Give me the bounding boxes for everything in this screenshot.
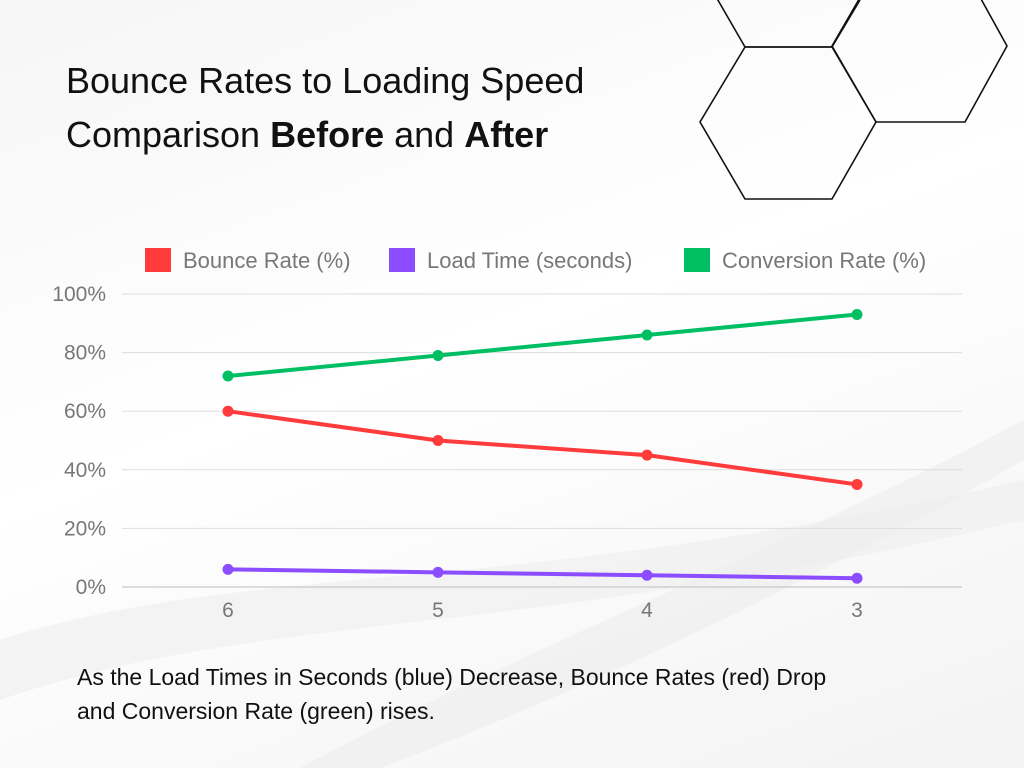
title-after-word: After — [464, 114, 549, 155]
data-point — [432, 350, 444, 362]
title-line-2-mid: and — [384, 114, 465, 155]
legend-swatch — [389, 248, 415, 272]
legend-label: Conversion Rate (%) — [722, 248, 926, 273]
title-line-1: Bounce Rates to Loading Speed — [66, 60, 585, 101]
y-tick-label: 80% — [64, 342, 106, 365]
chart-caption: As the Load Times in Seconds (blue) Decr… — [77, 660, 957, 728]
caption-line-1: As the Load Times in Seconds (blue) Decr… — [77, 664, 827, 690]
caption-line-2: and Conversion Rate (green) rises. — [77, 698, 435, 724]
y-axis-ticks: 0% 20% 40% 60% 80% 100% — [52, 283, 106, 599]
data-point — [641, 449, 653, 461]
hexagon-outline-left — [699, 46, 877, 200]
data-point — [222, 405, 234, 417]
x-tick-label: 5 — [432, 599, 444, 622]
legend-swatch — [145, 248, 171, 272]
data-point — [432, 566, 444, 578]
chart-series — [222, 309, 863, 584]
legend-label: Load Time (seconds) — [427, 248, 632, 273]
page-title: Bounce Rates to Loading Speed Comparison… — [66, 54, 686, 162]
line-chart: Bounce Rate (%) Load Time (seconds) Conver… — [52, 248, 962, 622]
hexagon-outline-top — [716, 0, 861, 48]
data-point — [851, 478, 863, 490]
y-tick-label: 0% — [76, 576, 106, 599]
x-tick-label: 6 — [222, 599, 234, 622]
series-line-2 — [226, 312, 859, 379]
chart-legend: Bounce Rate (%) Load Time (seconds) Conver… — [145, 248, 926, 273]
data-point — [432, 435, 444, 446]
data-point — [641, 329, 653, 341]
chart-gridlines — [122, 293, 962, 588]
x-axis-ticks: 6 5 4 3 — [222, 599, 863, 622]
x-tick-label: 4 — [641, 599, 653, 622]
title-line-2-prefix: Comparison — [66, 114, 271, 155]
data-point — [851, 309, 863, 321]
legend-label: Bounce Rate (%) — [183, 248, 351, 273]
data-point — [641, 569, 653, 581]
x-tick-label: 3 — [851, 599, 863, 622]
legend-swatch — [684, 248, 710, 272]
series-line-1 — [226, 567, 859, 581]
hexagon-decoration — [699, 0, 1008, 200]
series-line-0 — [226, 409, 859, 487]
data-point — [222, 563, 234, 575]
data-point — [222, 370, 234, 382]
title-before-word: Before — [270, 114, 385, 155]
y-tick-label: 100% — [52, 283, 106, 306]
y-tick-label: 20% — [64, 517, 106, 540]
y-tick-label: 40% — [64, 459, 106, 482]
data-point — [851, 572, 863, 584]
hexagon-outline-right — [831, 0, 1008, 123]
y-tick-label: 60% — [64, 400, 106, 423]
